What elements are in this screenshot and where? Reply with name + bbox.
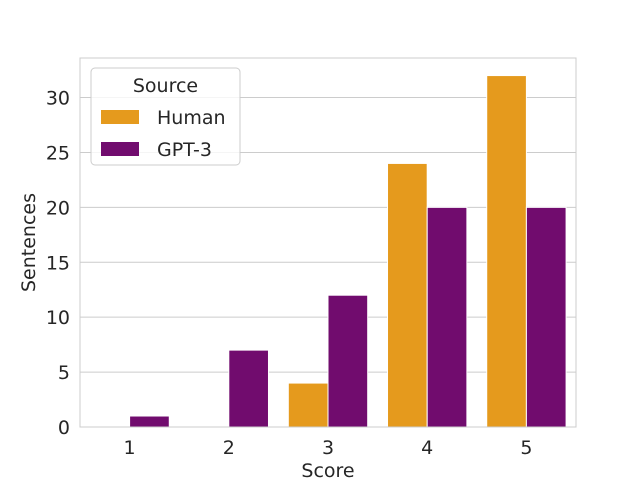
y-axis-label: Sentences — [18, 193, 40, 292]
bar-gpt-3-3 — [327, 294, 369, 428]
bar-gpt-3-4 — [426, 206, 468, 428]
bar-gpt-3-5 — [525, 206, 567, 428]
y-tick-label: 30 — [46, 88, 70, 110]
y-tick-label: 0 — [58, 417, 70, 439]
legend-box — [90, 67, 241, 166]
x-tick-labels: 1 2 3 4 5 — [124, 437, 533, 459]
bars — [129, 75, 567, 428]
bar-gpt-3-1 — [129, 415, 170, 428]
x-tick-label: 5 — [520, 437, 532, 459]
y-tick-label: 10 — [46, 307, 70, 329]
x-axis-label: Score — [301, 460, 354, 480]
legend: Source Human GPT-3 — [90, 67, 241, 166]
x-tick-label: 2 — [223, 437, 235, 459]
bar-gpt-3-2 — [228, 349, 269, 428]
bar-human-3 — [287, 382, 329, 428]
legend-label: Human — [157, 107, 226, 129]
legend-swatch — [101, 110, 139, 124]
y-tick-labels: 0 5 10 15 20 25 30 — [46, 88, 70, 439]
bar-human-5 — [486, 75, 527, 428]
y-tick-label: 5 — [58, 362, 70, 384]
legend-items: Human GPT-3 — [101, 107, 226, 161]
y-tick-label: 20 — [46, 197, 70, 219]
bar-human-4 — [387, 162, 428, 428]
legend-swatch — [101, 142, 139, 156]
x-tick-label: 4 — [421, 437, 433, 459]
legend-label: GPT-3 — [157, 139, 212, 161]
plot-frame — [79, 57, 577, 428]
x-tick-label: 3 — [322, 437, 334, 459]
legend-title: Source — [133, 75, 198, 97]
x-tick-label: 1 — [124, 437, 136, 459]
y-tick-label: 25 — [46, 142, 70, 164]
y-tick-label: 15 — [46, 252, 70, 274]
